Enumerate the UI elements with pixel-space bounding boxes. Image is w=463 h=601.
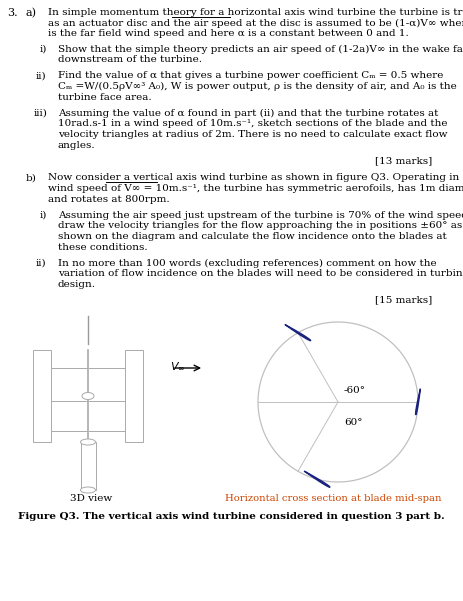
Text: In simple momentum theory for a horizontal axis wind turbine the turbine is trea: In simple momentum theory for a horizont… — [48, 8, 463, 17]
Text: ii): ii) — [36, 72, 47, 81]
Text: shown on the diagram and calculate the flow incidence onto the blades at: shown on the diagram and calculate the f… — [58, 232, 447, 241]
Text: [13 marks]: [13 marks] — [375, 156, 432, 165]
Text: Horizontal cross section at blade mid-span: Horizontal cross section at blade mid-sp… — [225, 494, 441, 503]
Text: angles.: angles. — [58, 141, 96, 150]
Text: ii): ii) — [36, 259, 47, 268]
Text: Cₘ =W/(0.5ρV∞³ A₀), W is power output, ρ is the density of air, and A₀ is the: Cₘ =W/(0.5ρV∞³ A₀), W is power output, ρ… — [58, 82, 457, 91]
Text: draw the velocity triangles for the flow approaching the in positions ±60° as: draw the velocity triangles for the flow… — [58, 222, 462, 231]
Text: turbine face area.: turbine face area. — [58, 93, 151, 102]
Text: iii): iii) — [34, 109, 48, 118]
Bar — [125, 350, 143, 442]
Text: $\mathit{V}_{\infty}$: $\mathit{V}_{\infty}$ — [170, 360, 185, 372]
Bar — [81, 442, 95, 490]
Text: b): b) — [26, 174, 37, 183]
Text: 3.: 3. — [7, 8, 18, 18]
Text: is the far field wind speed and here α is a constant between 0 and 1.: is the far field wind speed and here α i… — [48, 29, 409, 38]
Text: a): a) — [26, 8, 37, 18]
Text: In no more than 100 words (excluding references) comment on how the: In no more than 100 words (excluding ref… — [58, 259, 437, 268]
Text: 10rad.s-1 in a wind speed of 10m.s⁻¹, sketch sections of the blade and the: 10rad.s-1 in a wind speed of 10m.s⁻¹, sk… — [58, 120, 448, 129]
Text: Assuming the value of α found in part (ii) and that the turbine rotates at: Assuming the value of α found in part (i… — [58, 109, 438, 118]
Text: Find the value of α that gives a turbine power coefficient Cₘ = 0.5 where: Find the value of α that gives a turbine… — [58, 72, 444, 81]
Text: wind speed of V∞ = 10m.s⁻¹, the turbine has symmetric aerofoils, has 1m diameter: wind speed of V∞ = 10m.s⁻¹, the turbine … — [48, 184, 463, 193]
Polygon shape — [285, 325, 311, 341]
Text: [15 marks]: [15 marks] — [375, 296, 432, 305]
Ellipse shape — [82, 392, 94, 400]
Text: downstream of the turbine.: downstream of the turbine. — [58, 55, 202, 64]
Text: Now consider a vertical axis wind turbine as shown in figure Q3. Operating in a: Now consider a vertical axis wind turbin… — [48, 174, 463, 183]
Text: i): i) — [40, 211, 47, 220]
Text: Figure Q3. The vertical axis wind turbine considered in question 3 part b.: Figure Q3. The vertical axis wind turbin… — [18, 512, 444, 521]
Text: Show that the simple theory predicts an air speed of (1-2a)V∞ in the wake far: Show that the simple theory predicts an … — [58, 44, 463, 53]
Polygon shape — [416, 389, 420, 415]
Text: Assuming the air speed just upstream of the turbine is 70% of the wind speed,: Assuming the air speed just upstream of … — [58, 211, 463, 220]
Text: design.: design. — [58, 280, 96, 289]
Text: variation of flow incidence on the blades will need to be considered in turbine: variation of flow incidence on the blade… — [58, 269, 463, 278]
Polygon shape — [305, 471, 330, 487]
Text: as an actuator disc and the air speed at the disc is assumed to be (1-α)V∞ where: as an actuator disc and the air speed at… — [48, 19, 463, 28]
Text: 3D view: 3D view — [70, 494, 112, 503]
Bar — [33, 350, 51, 442]
Text: -60°: -60° — [344, 386, 366, 395]
Text: velocity triangles at radius of 2m. There is no need to calculate exact flow: velocity triangles at radius of 2m. Ther… — [58, 130, 448, 139]
Text: these conditions.: these conditions. — [58, 242, 148, 251]
Text: and rotates at 800rpm.: and rotates at 800rpm. — [48, 195, 169, 204]
Text: i): i) — [40, 44, 47, 53]
Text: 60°: 60° — [344, 418, 363, 427]
Ellipse shape — [81, 439, 95, 445]
Ellipse shape — [81, 487, 95, 493]
